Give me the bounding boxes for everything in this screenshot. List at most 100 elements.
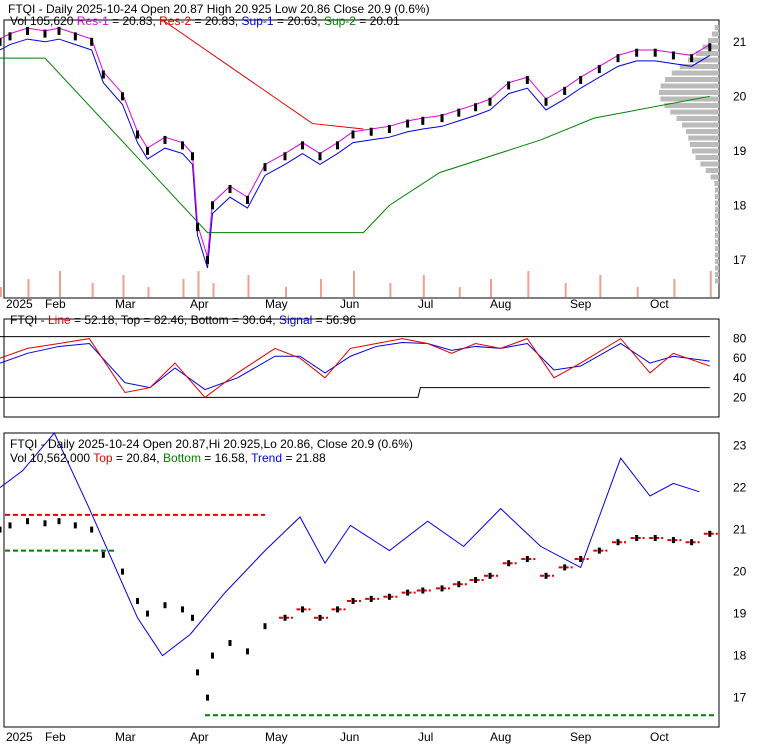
price-candle xyxy=(369,127,373,136)
x-tick: 2025 xyxy=(6,297,33,311)
price-candle xyxy=(653,535,657,541)
support-1-line xyxy=(0,38,711,269)
volume-bar xyxy=(27,279,30,297)
price-candle xyxy=(263,163,267,172)
volume-profile-bar xyxy=(714,181,719,186)
price-y-tick: 18 xyxy=(733,198,747,212)
price-candle xyxy=(196,669,199,676)
stochastic-y-tick: 40 xyxy=(733,371,747,385)
price-candle xyxy=(181,606,184,613)
x-tick: Jun xyxy=(340,297,359,311)
stochastic-bottom-line xyxy=(0,387,710,398)
price-candle xyxy=(263,623,267,630)
trend-y-tick: 17 xyxy=(733,691,747,705)
volume-profile-bar xyxy=(715,187,719,193)
volume-profile-bar xyxy=(715,200,719,206)
price-candle xyxy=(690,539,694,546)
price-candle xyxy=(0,37,2,46)
price-candle xyxy=(690,54,694,63)
price-candle xyxy=(616,54,620,63)
volume-profile-bar xyxy=(700,161,719,167)
volume-profile-bar xyxy=(664,103,719,108)
stochastic-y-tick: 60 xyxy=(733,351,747,365)
price-candle xyxy=(671,537,675,544)
trend-title: FTQI - Daily 2025-10-24 Open 20.87,Hi 20… xyxy=(10,437,413,451)
volume-profile-bar xyxy=(676,116,719,121)
volume-profile-bar xyxy=(660,83,719,89)
volume-profile-bar xyxy=(715,272,719,277)
price-candle xyxy=(121,568,124,575)
volume-bar xyxy=(147,287,150,297)
price-candle xyxy=(283,152,287,161)
x-tick: May xyxy=(265,730,288,744)
x-tick: May xyxy=(265,297,288,311)
price-candle xyxy=(301,606,304,613)
trend-legend: Vol 10,562,000 Top = 20.84, Bottom = 16.… xyxy=(10,451,326,465)
price-candle xyxy=(121,92,124,101)
price-candle xyxy=(163,135,167,144)
price-candle xyxy=(635,535,639,541)
x-tick: Mar xyxy=(115,730,136,744)
price-candle xyxy=(301,141,304,150)
price-candle xyxy=(206,694,209,701)
price-candle xyxy=(544,572,548,579)
price-candle xyxy=(283,614,287,621)
volume-profile-bar xyxy=(679,64,719,69)
volume-profile-bar xyxy=(671,70,719,76)
price-title: FTQI - Daily 2025-10-24 Open 20.87 High … xyxy=(8,2,430,16)
support-2-line xyxy=(0,57,710,234)
price-candle xyxy=(146,610,149,617)
price-candle xyxy=(336,141,339,150)
price-candle xyxy=(406,589,410,596)
x-tick: Oct xyxy=(650,730,669,744)
price-candle xyxy=(43,29,47,38)
price-candle xyxy=(616,539,620,546)
price-candle xyxy=(544,97,548,106)
x-tick: Sep xyxy=(570,730,592,744)
volume-bar xyxy=(389,283,392,297)
price-candle xyxy=(101,551,105,558)
x-tick: Feb xyxy=(45,730,66,744)
price-candle xyxy=(8,32,12,41)
price-candle xyxy=(43,520,47,527)
price-candle xyxy=(246,648,249,655)
x-tick: Feb xyxy=(45,297,66,311)
volume-bar xyxy=(527,271,530,297)
stochastic-panel-marks: 80 60 40 20 xyxy=(0,332,747,404)
volume-bar xyxy=(91,283,94,297)
price-candle xyxy=(563,564,567,571)
price-candle xyxy=(136,598,139,604)
price-panel-marks: 21 20 19 18 17 2025 Feb Mar Apr May Jun Jul Aug Sep Oc… xyxy=(0,19,747,311)
price-candle xyxy=(318,614,322,621)
price-candle xyxy=(457,108,461,117)
stochastic-y-tick: 20 xyxy=(733,390,747,404)
stochastic-y-tick: 80 xyxy=(733,332,747,346)
price-candle xyxy=(406,119,410,128)
price-legend: Vol 105,620 Res-1 = 20.83, Res-2 = 20.83… xyxy=(10,14,400,28)
price-candle xyxy=(191,152,194,161)
volume-bar xyxy=(212,283,215,297)
price-candle xyxy=(211,652,214,659)
trend-y-tick: 19 xyxy=(733,607,747,621)
volume-profile-bar xyxy=(710,174,719,180)
volume-profile-bar xyxy=(715,207,719,212)
price-candle xyxy=(708,530,712,537)
volume-bar xyxy=(709,271,712,297)
volume-profile-bar xyxy=(715,226,719,232)
stochastic-panel xyxy=(3,318,720,418)
volume-profile-bar xyxy=(658,90,719,95)
price-candle xyxy=(101,70,105,79)
volume-bar xyxy=(490,279,492,297)
trend-band-line xyxy=(0,432,700,657)
price-candle xyxy=(26,518,29,525)
price-candle xyxy=(525,75,529,84)
price-candle xyxy=(351,130,355,139)
price-y-tick: 17 xyxy=(733,253,747,267)
price-candle xyxy=(26,26,29,35)
volume-profile-bar xyxy=(687,57,719,63)
volume-bar xyxy=(599,275,602,297)
price-candle xyxy=(563,86,567,95)
volume-bar xyxy=(122,275,125,297)
volume-bar xyxy=(182,279,185,297)
